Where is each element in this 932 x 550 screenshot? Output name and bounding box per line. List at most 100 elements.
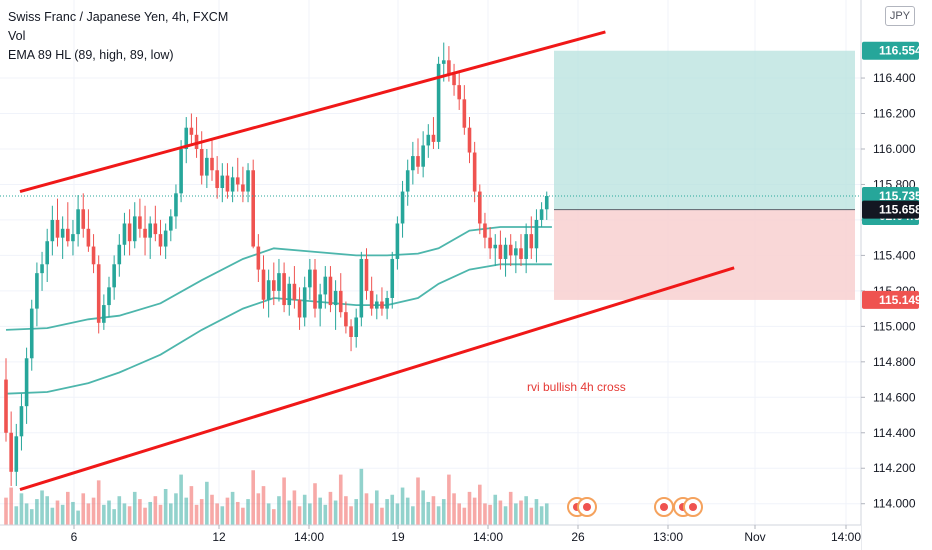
volume-bar [472,497,477,525]
volume-bar [318,497,322,525]
volume-bar [256,493,261,525]
volume-bar [35,499,39,525]
price-axis: 116.400116.200116.000115.800115.600115.4… [860,0,932,550]
volume-bar [483,503,487,525]
volume-bar [308,503,312,525]
candle-body [488,237,492,249]
volume-bar [122,503,127,525]
volume-bar [76,510,80,525]
candle-body [230,177,235,192]
time-axis: 6 12 14:00 19 14:00 26 13:00 Nov 14:00 [0,524,861,550]
candle-body [122,223,127,245]
volume-bar [261,486,266,525]
volume-bar [55,500,60,525]
volume-bar [519,500,523,525]
lower-trendline[interactable] [19,266,735,491]
candle-body [9,432,13,472]
volume-bar [524,496,528,525]
candle-body [503,244,508,259]
channel-trendlines [19,30,735,491]
volume-bar [411,506,415,525]
volume-bar [375,490,379,525]
candle-body [313,269,317,309]
volume-bar [478,484,482,525]
volume-bar [369,503,374,525]
volume-bar [148,501,152,525]
candle-body [272,280,276,291]
upper-trendline[interactable] [19,30,606,194]
annotation-text[interactable]: rvi bullish 4h cross [527,380,626,394]
volume-bar [359,468,364,525]
candle-body [498,244,503,259]
stop-price-badge: 115.149 [879,293,922,307]
candle-body [102,305,106,323]
price-tick-label: 114.800 [873,355,916,369]
candle-body [277,273,281,291]
volume-bar [441,499,446,525]
volume-bar [169,503,173,525]
volume-bar [508,491,513,525]
stop-zone[interactable] [554,209,855,300]
volume-bar [534,499,539,525]
event-marker-2-dot [583,503,591,511]
candle-body [96,264,101,323]
volume-bar [390,494,395,525]
volume-bar [235,501,240,525]
volume-bar [60,504,65,525]
volume-bar [9,487,13,525]
volume-bar [112,509,116,525]
time-axis-bg [0,525,861,550]
candle-body [354,317,358,337]
candle-body [483,223,487,238]
price-tick-label: 115.000 [873,319,916,333]
candle-body [390,258,395,298]
price-tick-label: 116.200 [873,107,916,121]
candle-body [127,223,132,242]
candle-body [297,299,302,318]
candle-body [529,234,534,249]
volume-bar [143,507,147,525]
candle-body [35,273,39,309]
volume-bar [452,493,456,525]
stop-price-badge-bg [862,290,919,309]
volume-bar [266,503,271,525]
candle-body [447,60,451,75]
candle-body [375,301,379,309]
price-tick-label: 114.400 [873,426,916,440]
currency-button[interactable]: JPY [885,6,915,26]
candle-body [169,216,173,231]
volume-bar [184,497,189,525]
candle-body [462,99,467,128]
candle-body [241,184,245,192]
volume-legend: Vol [8,29,26,43]
volume-bar [4,497,8,525]
event-marker-3-dot [660,503,668,511]
candle-body [261,269,266,300]
candle-body [246,170,250,192]
candle-body [478,191,482,224]
volume-bar [45,496,49,525]
volume-bar [91,497,96,525]
volume-bar [158,504,163,525]
price-tick-label: 116.400 [873,71,916,85]
candle-body [436,63,441,142]
volume-bar [40,490,44,525]
candle-body [534,219,539,249]
candle-body [359,258,364,318]
candle-body [493,244,498,249]
ema-legend: EMA 89 HL (89, high, 89, low) [8,48,174,62]
target-zone[interactable] [554,50,855,210]
candle-body [112,264,116,288]
candle-body [421,145,425,167]
volume-bar [179,474,183,525]
volume-bar [174,493,178,525]
time-tick-label: 6 [71,530,78,544]
volume-bar [364,493,369,525]
volume-bar [81,493,86,525]
volume-bar [457,503,461,525]
candle-body [91,246,96,265]
candle-body [344,312,348,327]
volume-bar [395,503,400,525]
volume-bar [313,483,317,525]
